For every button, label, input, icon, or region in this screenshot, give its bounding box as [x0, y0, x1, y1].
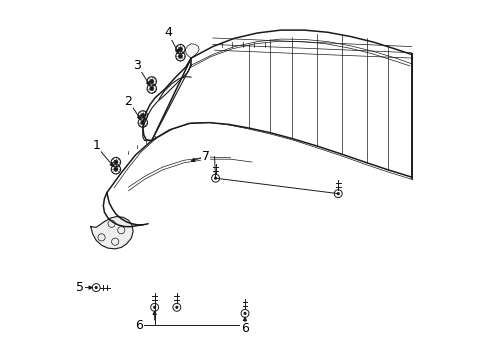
Text: 6: 6: [135, 319, 143, 332]
Circle shape: [95, 286, 98, 289]
Circle shape: [114, 160, 118, 164]
Circle shape: [141, 113, 145, 118]
Circle shape: [149, 79, 154, 84]
Polygon shape: [186, 44, 199, 58]
Circle shape: [178, 47, 183, 51]
Text: 3: 3: [133, 59, 141, 72]
Text: 2: 2: [124, 95, 132, 108]
Circle shape: [114, 167, 118, 171]
Polygon shape: [91, 217, 133, 249]
Circle shape: [175, 306, 178, 309]
Circle shape: [153, 306, 156, 309]
Circle shape: [149, 86, 154, 91]
Text: 1: 1: [92, 139, 100, 152]
Text: 7: 7: [201, 150, 210, 163]
Circle shape: [141, 121, 145, 125]
Circle shape: [244, 312, 246, 315]
Circle shape: [214, 177, 217, 180]
Text: 5: 5: [76, 281, 84, 294]
Text: 4: 4: [164, 27, 172, 40]
Circle shape: [178, 54, 183, 58]
Circle shape: [337, 192, 340, 195]
Text: 6: 6: [241, 322, 249, 335]
